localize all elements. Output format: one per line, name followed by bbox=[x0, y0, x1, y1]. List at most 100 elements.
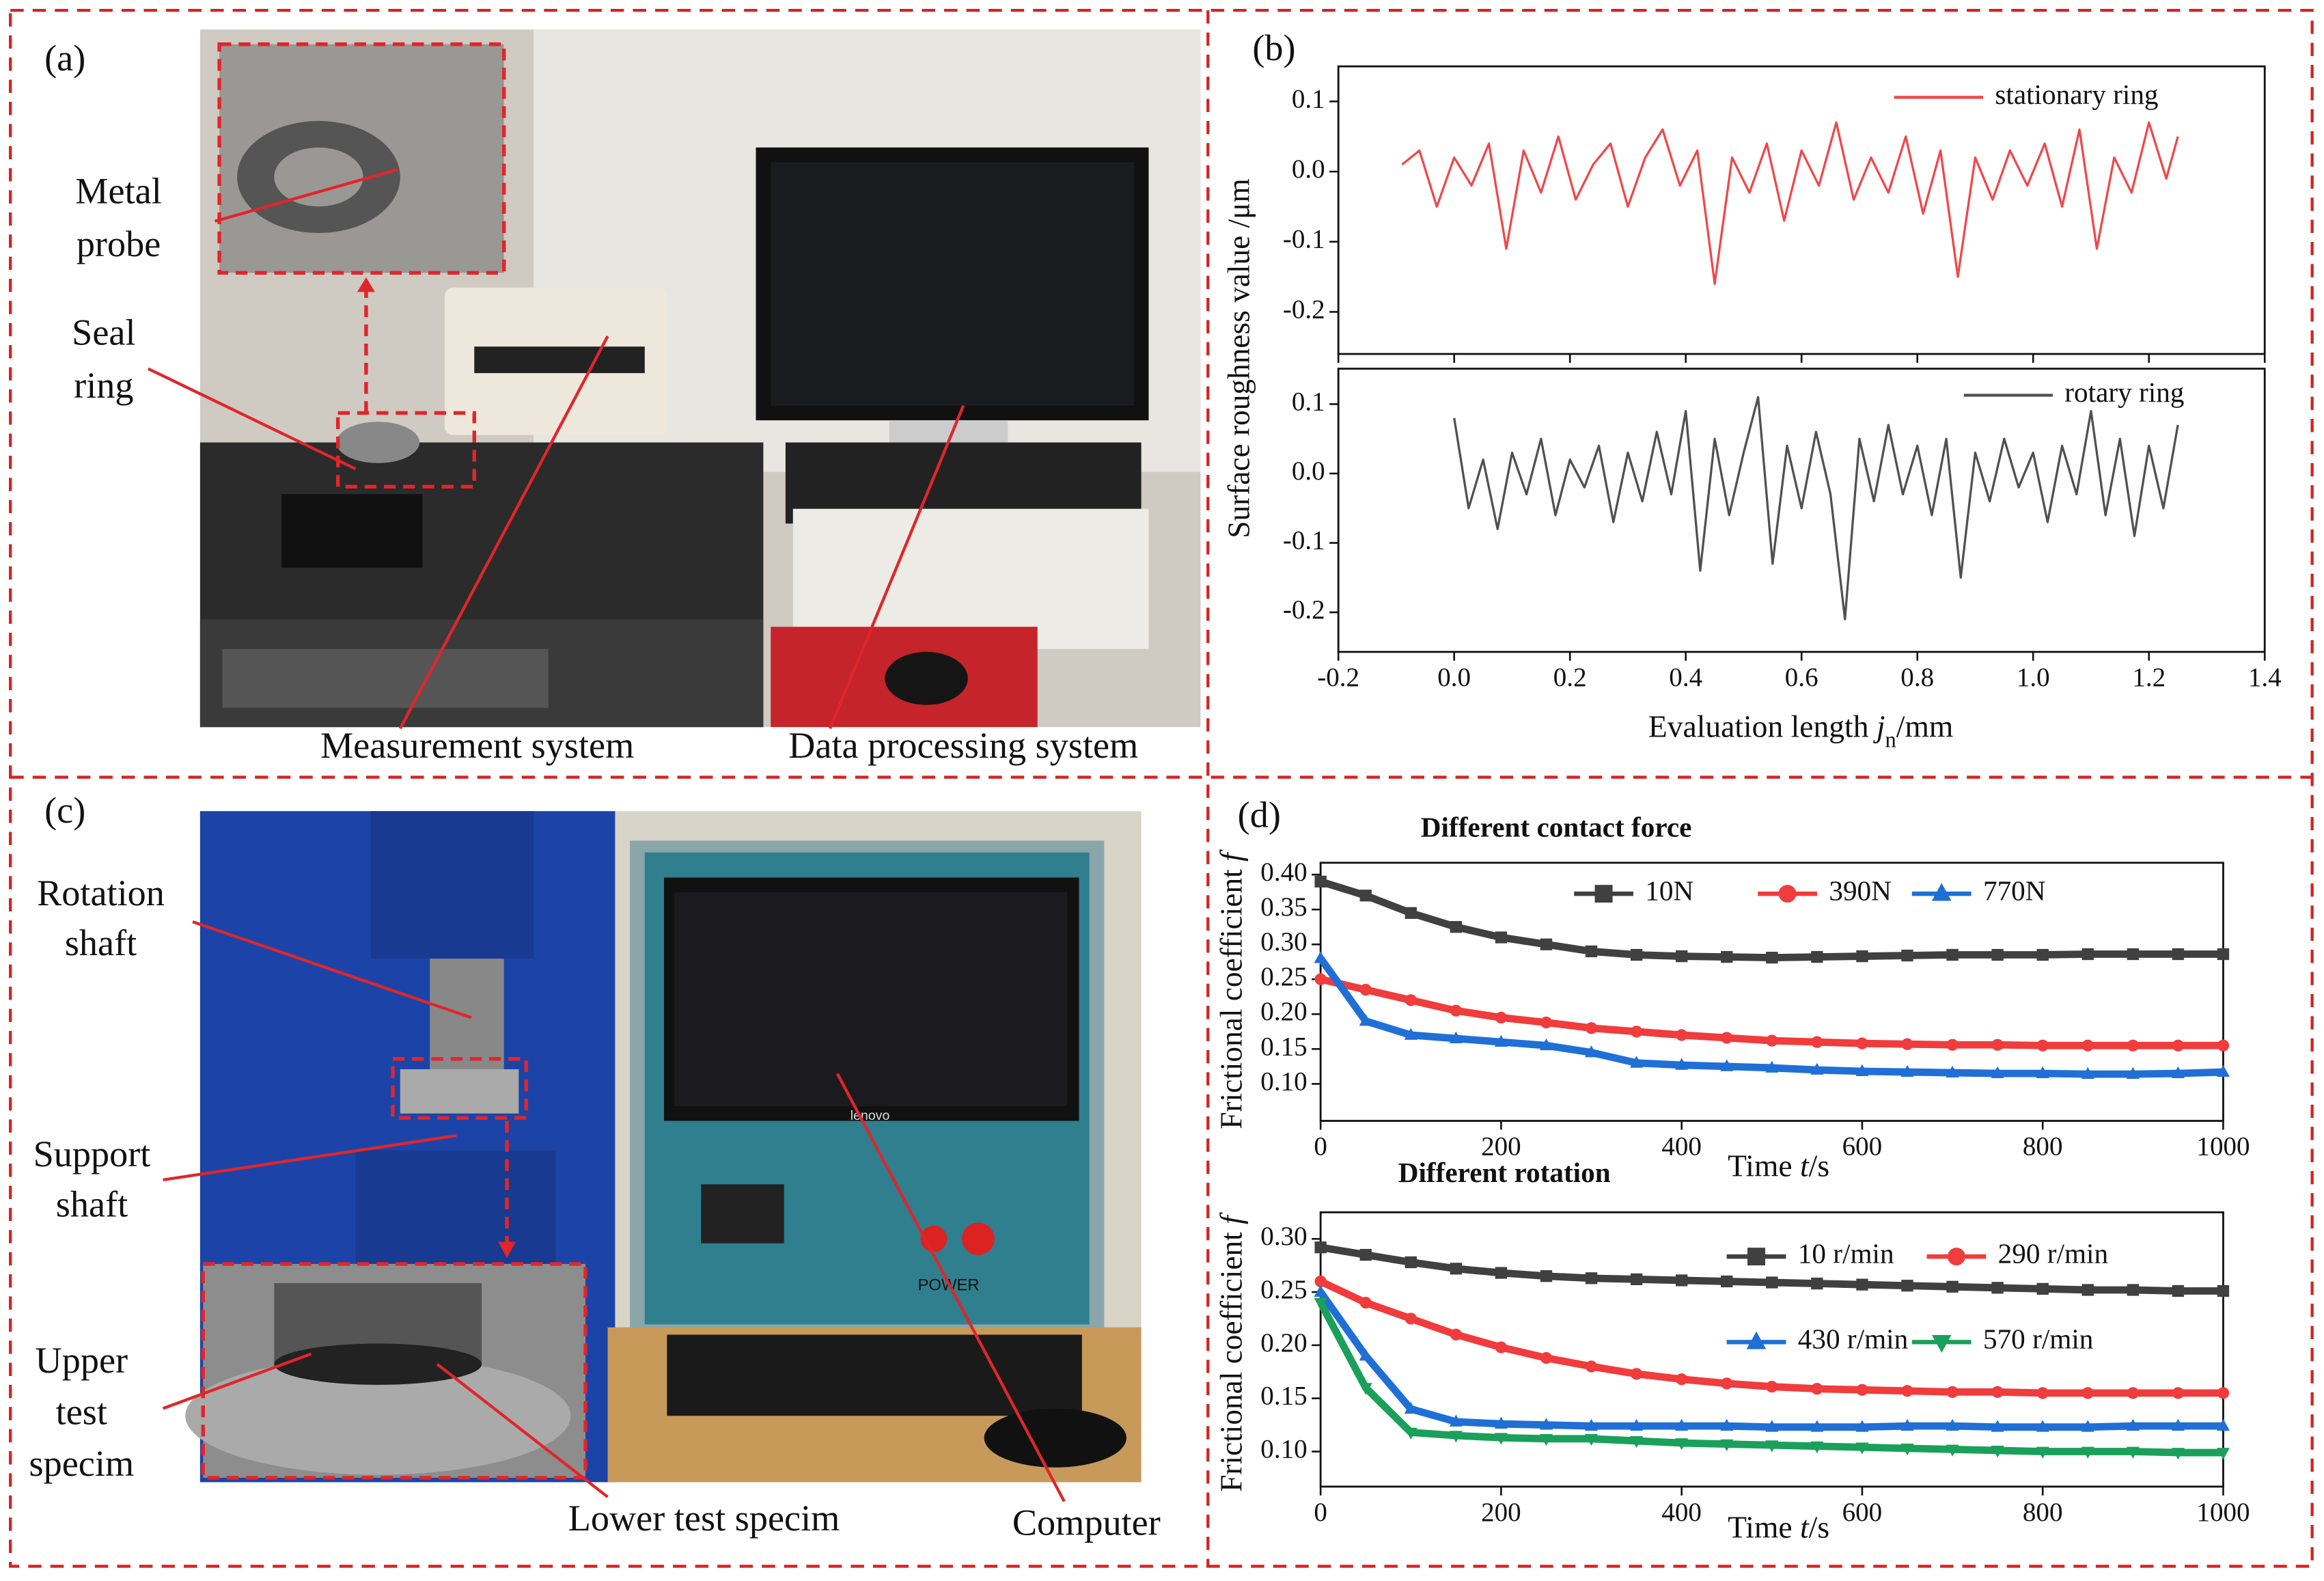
marker bbox=[2127, 1284, 2140, 1296]
y-tick-label: -0.1 bbox=[1283, 225, 1325, 254]
marker bbox=[1931, 1334, 1952, 1353]
marker bbox=[1901, 1280, 1913, 1292]
x-tick-label: 0 bbox=[1314, 1132, 1327, 1161]
y-tick-label: 0.0 bbox=[1292, 154, 1325, 184]
marker bbox=[1765, 1420, 1779, 1432]
marker bbox=[1314, 973, 1327, 985]
x-tick-label: 0.2 bbox=[1553, 663, 1587, 692]
marker bbox=[2216, 1448, 2230, 1460]
marker bbox=[1721, 1032, 1733, 1044]
x-tick-label: 0 bbox=[1314, 1498, 1327, 1527]
marker bbox=[1811, 1036, 1823, 1048]
legend-label: 10N bbox=[1645, 875, 1693, 907]
annotation: specim bbox=[29, 1443, 135, 1484]
marker bbox=[1946, 1065, 1959, 1077]
arrows bbox=[148, 168, 1066, 1502]
panel-label: (a) bbox=[44, 38, 85, 79]
annotation: Support bbox=[33, 1133, 151, 1174]
legend-label: 290 r/min bbox=[1998, 1238, 2108, 1269]
marker bbox=[1450, 921, 1463, 933]
y-axis-label: Surface roughness value /μm bbox=[1222, 178, 1256, 538]
marker bbox=[1675, 1418, 1689, 1431]
marker bbox=[1900, 1418, 1914, 1431]
marker bbox=[1901, 949, 1913, 962]
marker bbox=[1630, 1273, 1643, 1286]
x-tick-label: 0.8 bbox=[1900, 663, 1934, 692]
annotation: Lower test specim bbox=[568, 1498, 840, 1539]
marker bbox=[1585, 1022, 1598, 1034]
x-axis-label-part: /mm bbox=[1896, 710, 1954, 744]
marker bbox=[1494, 1416, 1508, 1429]
x-axis-label-part: Evaluation length bbox=[1648, 710, 1877, 744]
marker bbox=[1810, 1062, 1824, 1075]
marker bbox=[2171, 1448, 2185, 1460]
photo-c: lenovo POWER bbox=[185, 811, 1142, 1483]
marker bbox=[1494, 1034, 1508, 1047]
marker bbox=[1495, 1011, 1508, 1024]
marker bbox=[2172, 1039, 2185, 1051]
marker bbox=[1585, 945, 1598, 958]
x-axis-label: Evaluation length jn/mm bbox=[1648, 710, 1953, 753]
y-tick-label: 0.20 bbox=[1260, 997, 1307, 1026]
x-axis-label-part: Time bbox=[1728, 1511, 1800, 1545]
marker bbox=[1540, 1016, 1553, 1029]
panel-label: (c) bbox=[44, 790, 85, 831]
marker bbox=[1359, 1383, 1372, 1395]
y-tick-label: 0.1 bbox=[1292, 84, 1325, 113]
legend-label: 570 r/min bbox=[1983, 1323, 2093, 1355]
marker bbox=[1405, 907, 1417, 919]
marker bbox=[1585, 1360, 1598, 1373]
marker bbox=[2217, 1387, 2230, 1399]
marker bbox=[2127, 1387, 2140, 1399]
x-axis-label-part: /s bbox=[1809, 1511, 1829, 1545]
marker bbox=[1584, 1045, 1599, 1058]
x-axis-label-part: /s bbox=[1809, 1149, 1829, 1183]
x-axis-label-part: n bbox=[1885, 728, 1896, 753]
x-tick-label: 0.0 bbox=[1437, 663, 1471, 692]
chart-title: Different contact force bbox=[1421, 812, 1692, 843]
annotation: shaft bbox=[65, 922, 137, 963]
marker bbox=[1584, 1418, 1599, 1431]
plot-frame bbox=[1319, 1211, 2224, 1488]
marker bbox=[1539, 1038, 1553, 1051]
marker bbox=[1630, 1368, 1643, 1380]
marker bbox=[1766, 951, 1778, 964]
marker bbox=[1856, 950, 1868, 963]
marker bbox=[1991, 1420, 2004, 1432]
marker bbox=[1766, 1276, 1778, 1289]
y-tick-label: 0.0 bbox=[1292, 456, 1325, 486]
annotation: Metal bbox=[75, 170, 162, 211]
marker bbox=[2217, 1284, 2230, 1297]
marker bbox=[1855, 1420, 1869, 1432]
marker bbox=[1449, 1031, 1463, 1043]
marker bbox=[2171, 1066, 2185, 1079]
marker bbox=[2172, 1387, 2185, 1399]
marker bbox=[1901, 1038, 1913, 1050]
marker bbox=[1946, 948, 1959, 961]
x-tick-label: 200 bbox=[1481, 1498, 1521, 1527]
marker bbox=[1720, 1059, 1734, 1071]
marker bbox=[1946, 1039, 1959, 1051]
annotation: Upper bbox=[36, 1340, 128, 1381]
marker bbox=[1630, 1436, 1644, 1448]
x-axis-label-part: t bbox=[1800, 1149, 1810, 1183]
marker bbox=[1675, 1274, 1688, 1287]
marker bbox=[2036, 1387, 2049, 1399]
marker bbox=[1630, 1056, 1644, 1068]
marker bbox=[1404, 1401, 1417, 1414]
marker bbox=[2081, 1387, 2094, 1399]
marker bbox=[1539, 1418, 1553, 1430]
marker bbox=[1675, 1438, 1689, 1451]
marker bbox=[2171, 1418, 2185, 1431]
x-axis-label: Time t/s bbox=[1728, 1149, 1829, 1183]
annotation: Seal bbox=[72, 312, 135, 353]
marker bbox=[1811, 1277, 1823, 1290]
marker bbox=[2036, 948, 2049, 961]
marker bbox=[1991, 948, 2004, 961]
x-tick-label: 1.4 bbox=[2248, 663, 2282, 692]
legend-label: 770N bbox=[1983, 875, 2046, 907]
y-axis-label-part: f bbox=[1215, 1212, 1249, 1224]
marker bbox=[2172, 948, 2185, 961]
legend-label: stationary ring bbox=[1995, 79, 2158, 110]
